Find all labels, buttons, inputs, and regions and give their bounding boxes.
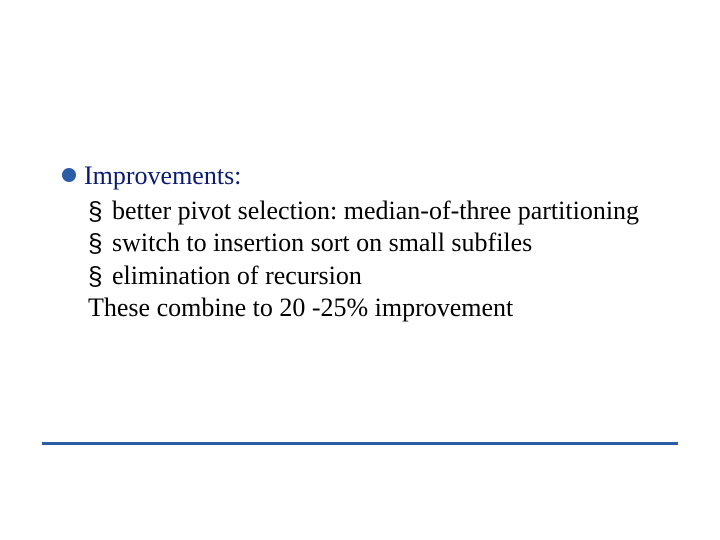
list-item-text: better pivot selection: median-of-three …	[112, 195, 660, 228]
footer-divider	[42, 442, 678, 445]
section-marker-icon: §	[88, 260, 112, 293]
list-item-text: elimination of recursion	[112, 260, 660, 293]
sub-list: § better pivot selection: median-of-thre…	[88, 195, 660, 293]
bullet-dot-icon	[62, 168, 76, 182]
bullet-heading-text: Improvements:	[84, 160, 241, 193]
list-item: § switch to insertion sort on small subf…	[88, 227, 660, 260]
bullet-heading-row: Improvements:	[62, 160, 660, 193]
slide-content: Improvements: § better pivot selection: …	[62, 160, 660, 325]
summary-text: These combine to 20 -25% improvement	[88, 292, 660, 325]
section-marker-icon: §	[88, 195, 112, 228]
list-item: § elimination of recursion	[88, 260, 660, 293]
list-item-text: switch to insertion sort on small subfil…	[112, 227, 660, 260]
section-marker-icon: §	[88, 227, 112, 260]
list-item: § better pivot selection: median-of-thre…	[88, 195, 660, 228]
